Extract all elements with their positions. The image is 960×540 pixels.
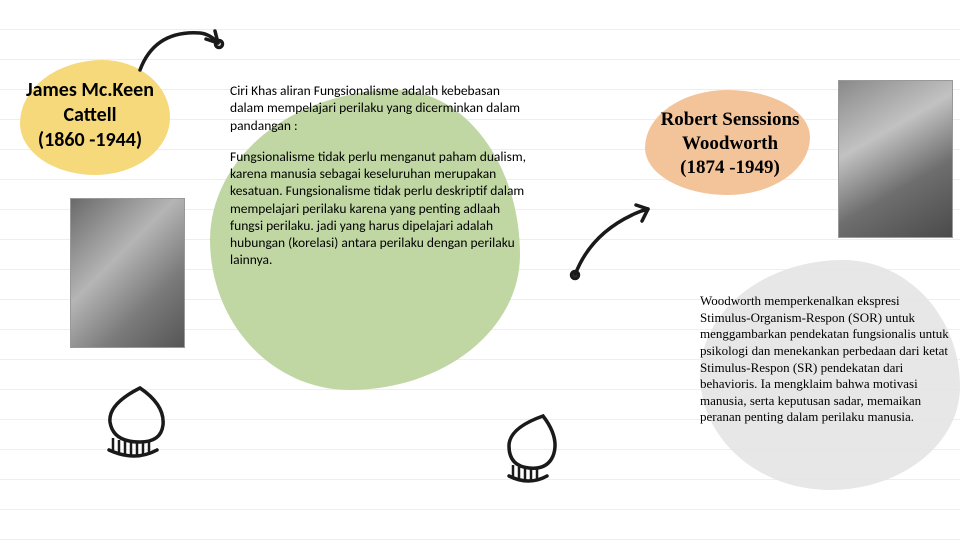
droplet-doodle-right-icon [495,410,565,490]
cattell-name-line2: Cattell [5,103,175,128]
droplet-doodle-left-icon [95,380,175,465]
woodworth-title: Robert Senssions Woodworth (1874 -1949) [640,108,820,179]
woodworth-years: (1874 -1949) [640,156,820,180]
woodworth-name-line1: Robert Senssions [640,108,820,132]
woodworth-name-line2: Woodworth [640,132,820,156]
woodworth-text-block: Woodworth memperkenalkan ekspresi Stimul… [700,293,950,426]
cattell-name-line1: James Mc.Keen [5,78,175,103]
main-text-p2: Fungsionalisme tidak perlu menganut paha… [230,148,530,269]
main-text-block: Ciri Khas aliran Fungsionalisme adalah k… [230,82,530,269]
woodworth-portrait [838,80,953,238]
arrow-to-cattell-icon [130,15,230,75]
slide-canvas: James Mc.Keen Cattell (1860 -1944) Ciri … [0,0,960,540]
arrow-to-woodworth-icon [560,195,660,285]
cattell-portrait [70,198,185,348]
cattell-title: James Mc.Keen Cattell (1860 -1944) [5,78,175,153]
cattell-years: (1860 -1944) [5,128,175,153]
main-text-p1: Ciri Khas aliran Fungsionalisme adalah k… [230,82,530,134]
